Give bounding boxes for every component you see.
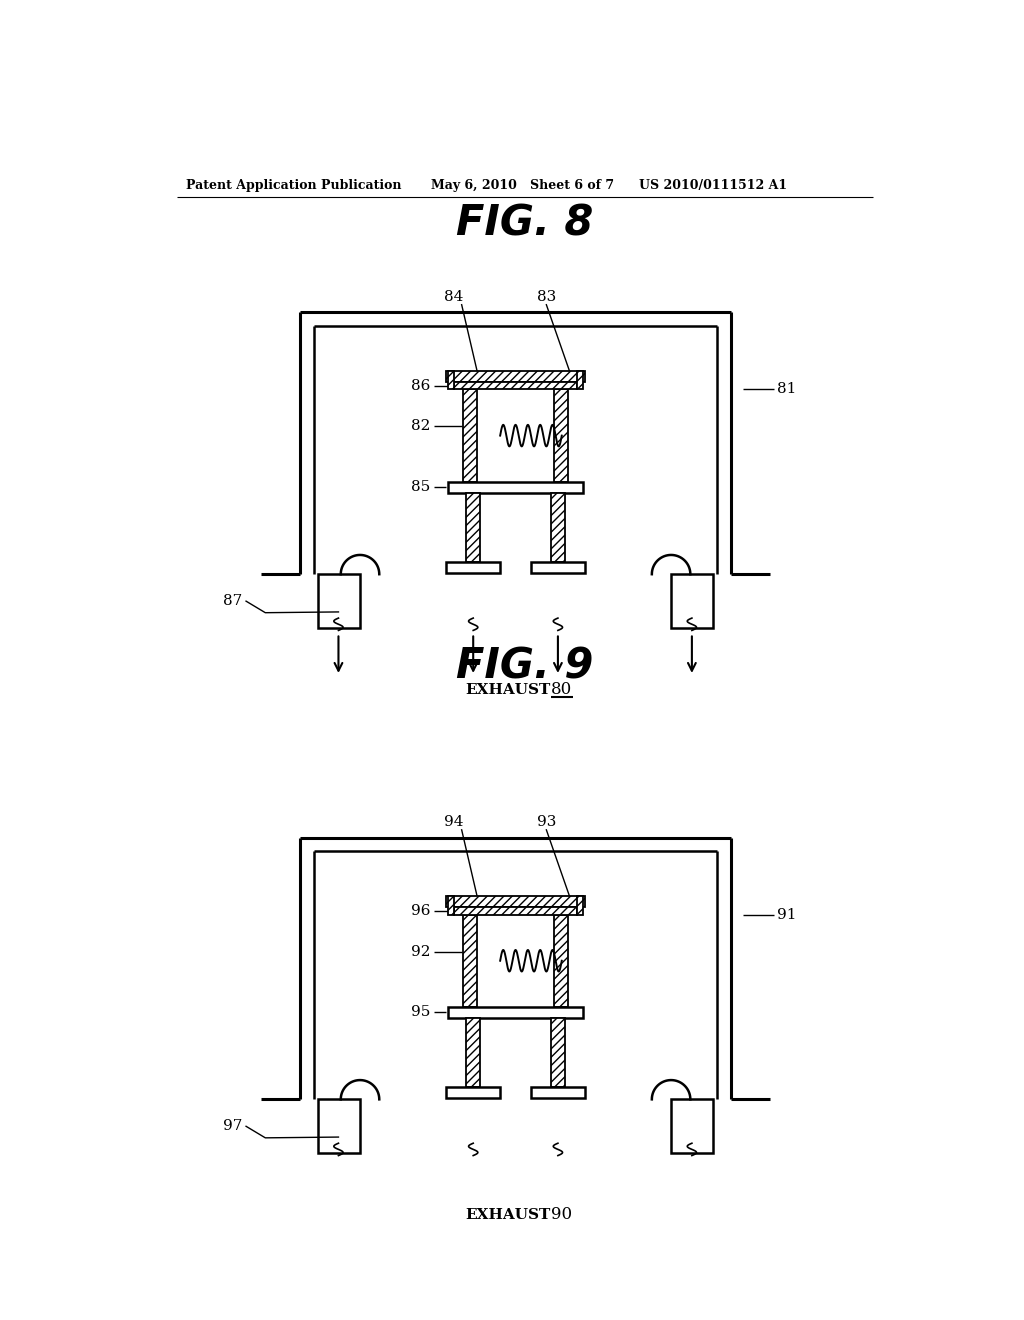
Bar: [463, 915, 477, 1007]
Text: 84: 84: [444, 290, 464, 304]
Bar: [446, 562, 500, 573]
Text: 97: 97: [223, 1119, 243, 1134]
Bar: [554, 389, 568, 482]
Text: 90: 90: [551, 1206, 572, 1224]
Text: 82: 82: [412, 420, 430, 433]
Text: May 6, 2010   Sheet 6 of 7: May 6, 2010 Sheet 6 of 7: [431, 178, 614, 191]
Bar: [671, 574, 714, 628]
Text: 83: 83: [537, 290, 556, 304]
Text: 96: 96: [411, 904, 431, 917]
Bar: [447, 482, 584, 492]
Bar: [446, 896, 585, 907]
Text: 86: 86: [412, 379, 430, 392]
Bar: [466, 1018, 480, 1088]
Bar: [463, 389, 477, 482]
Bar: [446, 371, 585, 381]
Bar: [317, 574, 360, 628]
Text: 80: 80: [551, 681, 572, 698]
Text: 95: 95: [412, 1006, 430, 1019]
Text: 93: 93: [537, 816, 556, 829]
Bar: [551, 492, 565, 562]
Bar: [447, 1007, 584, 1018]
Text: 87: 87: [223, 594, 243, 609]
Bar: [446, 1088, 500, 1098]
Bar: [578, 371, 584, 389]
Bar: [671, 1100, 714, 1154]
Text: 94: 94: [444, 816, 464, 829]
Text: 81: 81: [777, 383, 797, 396]
Bar: [447, 896, 454, 915]
Text: FIG. 8: FIG. 8: [456, 203, 594, 244]
Bar: [317, 1100, 360, 1154]
Text: 92: 92: [411, 945, 431, 958]
Bar: [531, 1088, 585, 1098]
Text: 91: 91: [777, 908, 797, 921]
Text: EXHAUST: EXHAUST: [465, 1208, 551, 1222]
Bar: [466, 492, 480, 562]
Bar: [454, 907, 578, 915]
Text: FIG. 9: FIG. 9: [456, 645, 594, 688]
Bar: [551, 1018, 565, 1088]
Text: US 2010/0111512 A1: US 2010/0111512 A1: [639, 178, 786, 191]
Bar: [454, 381, 578, 389]
Text: 85: 85: [412, 480, 430, 494]
Bar: [578, 896, 584, 915]
Text: EXHAUST: EXHAUST: [465, 682, 551, 697]
Bar: [447, 371, 454, 389]
Bar: [554, 915, 568, 1007]
Bar: [531, 562, 585, 573]
Text: Patent Application Publication: Patent Application Publication: [186, 178, 401, 191]
